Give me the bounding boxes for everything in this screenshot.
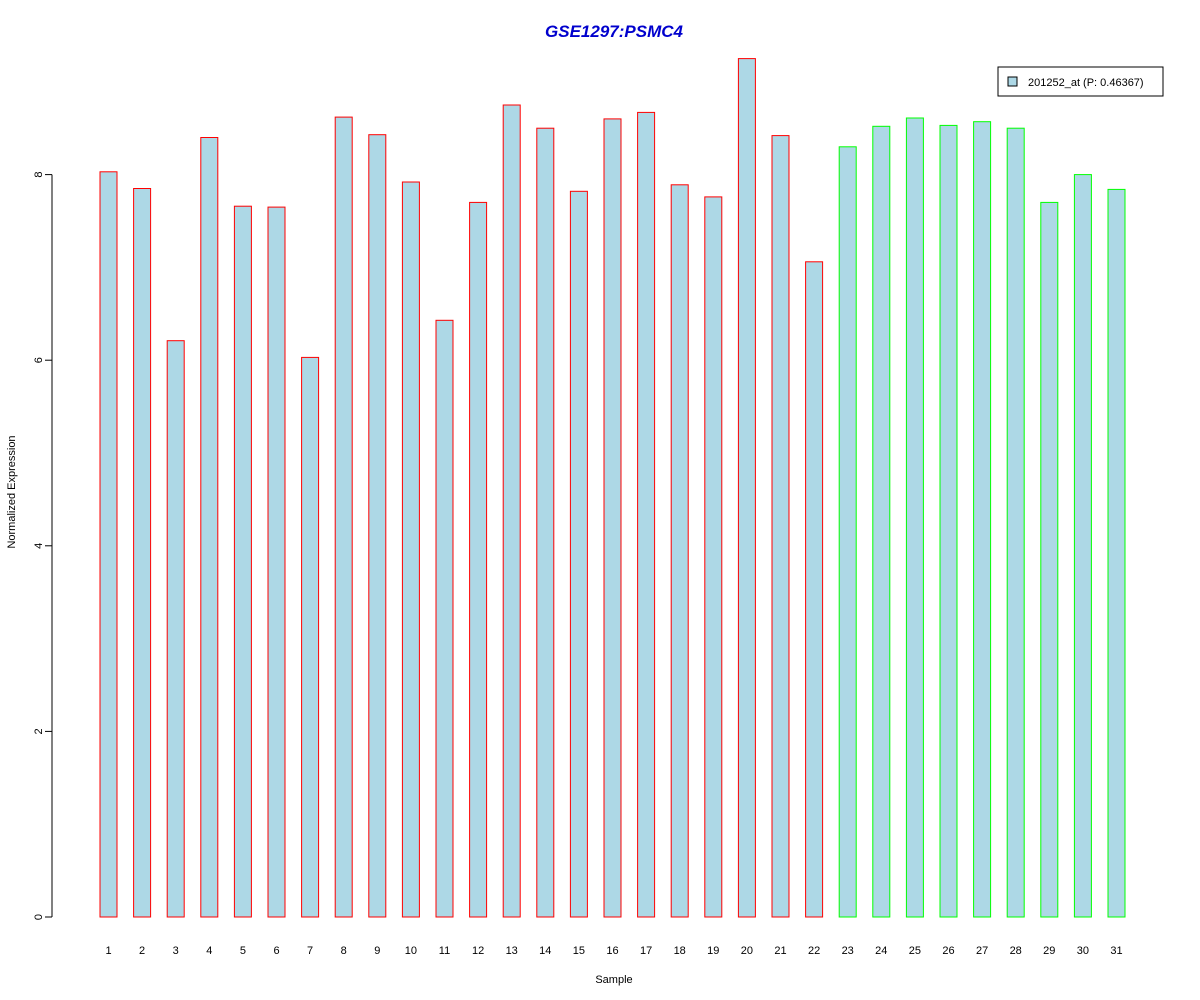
y-axis: 0 2 4 6 8 xyxy=(33,172,53,920)
x-axis-label: Sample xyxy=(595,974,632,986)
x-tick-label: 13 xyxy=(506,945,518,957)
y-tick-label: 0 xyxy=(33,914,45,920)
bar-sample-30 xyxy=(1073,174,1092,918)
x-tick-label: 20 xyxy=(741,945,753,957)
bar-sample-8 xyxy=(334,116,353,918)
bar-sample-20 xyxy=(737,58,756,918)
bar-sample-17 xyxy=(637,111,656,918)
x-tick-label: 27 xyxy=(976,945,988,957)
x-tick-label: 10 xyxy=(405,945,417,957)
x-tick-label: 15 xyxy=(573,945,585,957)
bar-sample-21 xyxy=(771,135,790,918)
x-tick-label: 16 xyxy=(606,945,618,957)
x-tick-label: 25 xyxy=(909,945,921,957)
x-tick-label: 4 xyxy=(206,945,212,957)
x-tick-label: 14 xyxy=(539,945,551,957)
bar-sample-23 xyxy=(838,146,857,918)
legend-label: 201252_at (P: 0.46367) xyxy=(1028,77,1144,89)
bar-sample-28 xyxy=(1006,127,1025,918)
bar-sample-9 xyxy=(368,134,387,918)
x-tick-label: 24 xyxy=(875,945,887,957)
x-tick-label: 12 xyxy=(472,945,484,957)
x-tick-label: 8 xyxy=(341,945,347,957)
bar-sample-24 xyxy=(872,125,891,918)
bar-sample-25 xyxy=(905,117,924,918)
x-tick-label: 26 xyxy=(942,945,954,957)
legend: 201252_at (P: 0.46367) xyxy=(997,66,1164,97)
bar-sample-11 xyxy=(435,319,454,918)
x-tick-label: 28 xyxy=(1010,945,1022,957)
x-tick-label: 6 xyxy=(273,945,279,957)
y-axis-label: Normalized Expression xyxy=(6,435,18,548)
bar-sample-26 xyxy=(939,124,958,918)
y-tick-label: 2 xyxy=(33,728,45,734)
bar-sample-4 xyxy=(200,137,219,918)
x-tick-label: 5 xyxy=(240,945,246,957)
bars-group xyxy=(99,58,1126,918)
x-tick-label: 2 xyxy=(139,945,145,957)
x-tick-label: 29 xyxy=(1043,945,1055,957)
bar-sample-29 xyxy=(1040,201,1059,918)
bar-sample-16 xyxy=(603,118,622,918)
bar-sample-22 xyxy=(805,261,824,918)
bar-sample-19 xyxy=(704,196,723,918)
x-tick-label: 18 xyxy=(674,945,686,957)
x-tick-label: 21 xyxy=(774,945,786,957)
bar-sample-27 xyxy=(973,121,992,918)
bar-sample-15 xyxy=(569,190,588,918)
x-tick-label: 22 xyxy=(808,945,820,957)
legend-swatch xyxy=(1007,76,1018,87)
bar-sample-6 xyxy=(267,206,286,918)
bar-sample-14 xyxy=(536,127,555,918)
x-tick-label: 17 xyxy=(640,945,652,957)
x-tick-label: 7 xyxy=(307,945,313,957)
bar-sample-12 xyxy=(469,201,488,918)
x-tick-label: 9 xyxy=(374,945,380,957)
y-tick-label: 6 xyxy=(33,357,45,363)
bar-sample-3 xyxy=(166,340,185,918)
bar-sample-10 xyxy=(401,181,420,918)
x-tick-label: 30 xyxy=(1077,945,1089,957)
x-tick-label: 19 xyxy=(707,945,719,957)
legend-box xyxy=(997,66,1164,97)
bar-sample-1 xyxy=(99,171,118,918)
x-tick-label: 3 xyxy=(173,945,179,957)
bar-sample-13 xyxy=(502,104,521,918)
x-tick-label: 31 xyxy=(1110,945,1122,957)
bar-sample-18 xyxy=(670,184,689,918)
bar-sample-7 xyxy=(301,356,320,918)
bar-sample-5 xyxy=(233,205,252,918)
x-axis: 1 2 3 4 5 6 7 8 9 10 11 12 13 14 15 16 17 18 19 20 21 22 23 24 2… xyxy=(105,945,1122,957)
y-tick-label: 4 xyxy=(33,543,45,549)
x-tick-label: 23 xyxy=(842,945,854,957)
x-tick-label: 11 xyxy=(439,945,450,957)
x-tick-label: 1 xyxy=(105,945,111,957)
bar-sample-2 xyxy=(133,188,152,918)
chart-title: GSE1297:PSMC4 xyxy=(545,22,683,41)
y-tick-label: 8 xyxy=(33,172,45,178)
bar-sample-31 xyxy=(1107,188,1126,918)
